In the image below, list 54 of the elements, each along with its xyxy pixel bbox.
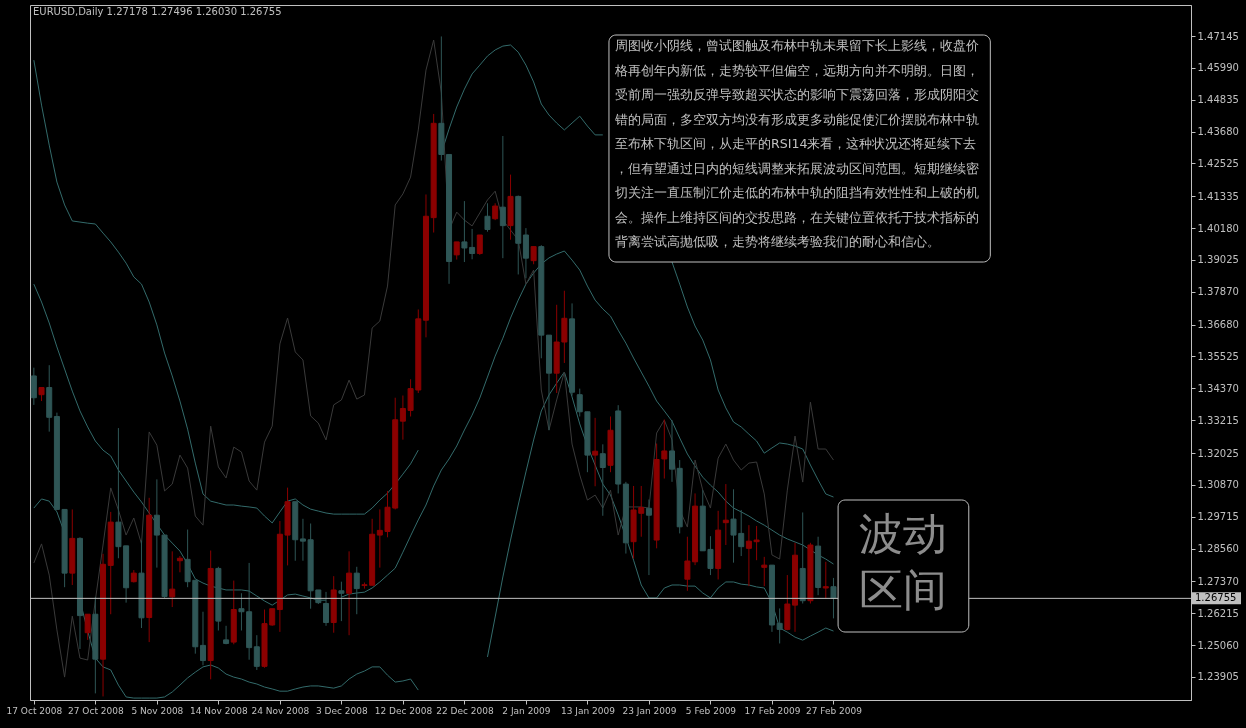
x-tick-label: 27 Oct 2008 [68, 705, 124, 716]
y-tick-label: 1.29715 [1197, 511, 1239, 523]
y-tick-label: 1.47145 [1197, 30, 1239, 42]
x-tick-label: 3 Dec 2008 [316, 705, 369, 716]
candlestick [761, 556, 768, 587]
candlestick [169, 550, 176, 608]
ref-line-label: 1.26755 [1195, 592, 1237, 604]
y-tick-label: 1.30870 [1197, 479, 1239, 491]
x-tick-label: 23 Jan 2009 [622, 705, 677, 716]
candlestick [776, 607, 783, 644]
candlestick [645, 499, 652, 576]
candlestick [822, 561, 829, 600]
y-tick-label: 1.28560 [1197, 543, 1239, 555]
x-tick-label: 12 Dec 2008 [374, 705, 433, 716]
chart-title: EURUSD,Daily 1.27178 1.27496 1.26030 1.26755 [33, 6, 282, 17]
x-tick-label: 17 Oct 2008 [6, 705, 63, 716]
candlestick [592, 417, 599, 487]
candlestick [484, 202, 491, 233]
y-tick-label: 1.43680 [1197, 126, 1239, 138]
candlestick [599, 443, 606, 517]
x-tick-label: 22 Dec 2008 [436, 705, 494, 716]
y-tick-label: 1.35525 [1197, 351, 1239, 362]
y-tick-label: 1.26215 [1197, 607, 1239, 619]
candlestick [476, 234, 483, 256]
y-tick-label: 1.44835 [1197, 94, 1239, 106]
y-tick-label: 1.32025 [1197, 447, 1239, 459]
y-tick-label: 1.33215 [1197, 414, 1239, 426]
y-tick-label: 1.40180 [1197, 222, 1239, 234]
y-tick-label: 1.23905 [1197, 671, 1239, 683]
x-tick-label: 14 Nov 2008 [190, 705, 248, 716]
y-tick-label: 1.34370 [1197, 382, 1239, 394]
x-tick-label: 24 Nov 2008 [251, 705, 310, 716]
candlestick [499, 135, 506, 259]
text: 波动区间 [859, 507, 948, 615]
x-tick-label: 2 Jan 2009 [502, 705, 551, 716]
y-tick-label: 1.36680 [1197, 319, 1239, 331]
y-tick-label: 1.45990 [1197, 62, 1239, 74]
candlestick [830, 577, 837, 619]
y-tick-label: 1.42525 [1197, 157, 1239, 169]
y-tick-label: 1.37870 [1197, 286, 1239, 298]
y-tick-label: 1.39025 [1197, 254, 1239, 266]
y-tick-label: 1.25060 [1197, 639, 1239, 651]
candlestick [176, 555, 183, 573]
x-tick-label: 27 Feb 2009 [805, 705, 863, 716]
y-tick-label: 1.27370 [1197, 575, 1239, 587]
candlestick [30, 367, 37, 406]
text: 周图收小阴线，曾试图触及布林中轨未果留下长上影线，收盘价格再创年内新低，走势较平但偏空，远期方向并不明朗。日图，受前周一强劲反弹导致超买状态的影响下震荡回落，形成阴阳交错的局面，多空双方均没有形成更多动能促使汇价摆脱布林中轨至布林下轨区间，从走平的RSI14来看，这种状况还将延续下去，但有望通过日内的短线调整来拓展波动区间范围。短期继续密切关注一直压制汇价走低的布林中轨的阻挡有效性性和上破的机会。操作上维持区间的交投思路，在关键位置依托于技术指标的背离尝试高抛低吸，走势将继续考验我们的耐心和信心。 [614, 38, 979, 249]
candlestick [522, 227, 529, 279]
x-tick-label: 5 Nov 2008 [131, 705, 184, 716]
x-tick-label: 5 Feb 2009 [685, 705, 737, 716]
y-tick-label: 1.41335 [1197, 190, 1239, 202]
x-tick-label: 17 Feb 2009 [744, 705, 801, 716]
x-tick-label: 13 Jan 2009 [560, 705, 616, 716]
candlestick [722, 483, 729, 546]
